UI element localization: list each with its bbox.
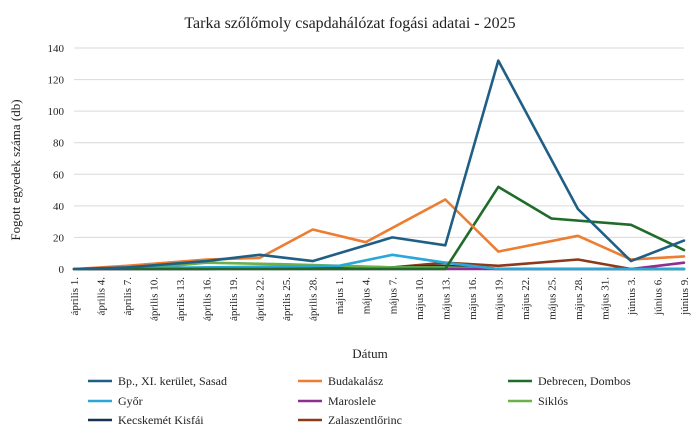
x-tick-label: május 1. [334, 277, 346, 315]
legend-item: Bp., XI. kerület, Sasad [88, 374, 227, 388]
series-line [72, 198, 686, 271]
x-tick-label: május 19. [493, 277, 505, 320]
x-tick-label: április 25. [281, 277, 293, 321]
y-tick-label: 40 [53, 201, 65, 213]
x-tick-label: április 16. [202, 277, 214, 321]
legend-item: Debrecen, Dombos [508, 374, 631, 388]
legend-label: Budakalász [328, 374, 383, 388]
legend-label: Maroslele [328, 394, 376, 408]
legend-item: Budakalász [298, 374, 383, 388]
legend-item: Kecskemét Kisfái [88, 413, 204, 427]
y-tick-label: 60 [53, 169, 65, 181]
y-tick-label: 100 [48, 106, 65, 118]
x-tick-label: április 13. [175, 277, 187, 321]
x-tick-label: május 16. [467, 277, 479, 320]
x-tick-label: május 25. [546, 277, 558, 320]
y-tick-label: 0 [59, 264, 65, 276]
x-tick-label: május 7. [387, 277, 399, 315]
x-tick-label: május 31. [599, 277, 611, 320]
series-line [72, 185, 686, 271]
legend-item: Siklós [508, 394, 568, 408]
series-line [72, 253, 686, 271]
legend-label: Bp., XI. kerület, Sasad [118, 374, 227, 388]
legend-label: Kecskemét Kisfái [118, 413, 204, 427]
x-tick-label: április 10. [149, 277, 161, 321]
chart-title: Tarka szőlőmoly csapdahálózat fogási ada… [184, 15, 515, 32]
legend-label: Siklós [538, 394, 568, 408]
x-tick-label: május 22. [520, 277, 532, 320]
x-tick-label: június 6. [652, 277, 664, 316]
y-tick-label: 20 [53, 232, 65, 244]
x-axis-ticks: április 1. április 4. április 7. április 10… [69, 277, 691, 321]
y-axis-label: Fogott egyedek száma (db) [8, 99, 23, 240]
y-axis-ticks: 0 20 40 60 80 100 120 140 [48, 43, 65, 276]
legend-item: Maroslele [298, 394, 376, 408]
x-tick-label: április 4. [96, 277, 108, 316]
series-line [72, 59, 686, 271]
x-tick-label: május 10. [414, 277, 426, 320]
y-tick-label: 140 [48, 43, 65, 55]
legend-label: Debrecen, Dombos [538, 374, 631, 388]
x-tick-label: április 19. [228, 277, 240, 321]
legend-item: Zalaszentlőrinc [298, 413, 402, 427]
series-lines [72, 59, 686, 271]
x-tick-label: április 7. [122, 277, 134, 316]
x-tick-label: május 13. [440, 277, 452, 320]
x-tick-label: május 4. [361, 277, 373, 315]
x-tick-label: május 28. [573, 277, 585, 320]
legend-item: Győr [88, 394, 143, 408]
legend: Bp., XI. kerület, Sasad Budakalász Debrece… [88, 374, 631, 427]
x-tick-label: április 1. [69, 277, 81, 316]
y-tick-label: 80 [53, 138, 65, 150]
x-tick-label: június 3. [626, 277, 638, 316]
x-axis-label: Dátum [352, 346, 387, 361]
legend-label: Zalaszentlőrinc [328, 413, 402, 427]
x-tick-label: április 28. [308, 277, 320, 321]
legend-label: Győr [118, 394, 143, 408]
y-tick-label: 120 [48, 75, 65, 87]
x-tick-label: június 9. [679, 277, 691, 316]
x-tick-label: április 22. [255, 277, 267, 321]
